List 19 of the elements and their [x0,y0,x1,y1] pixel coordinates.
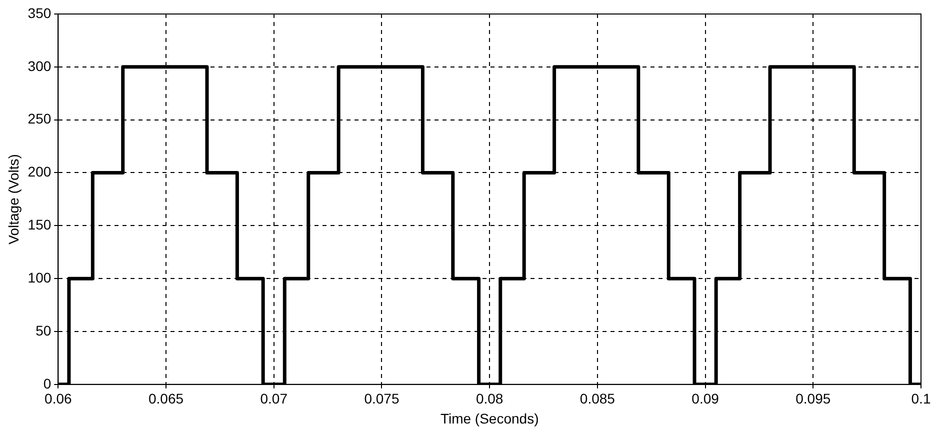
y-axis-title: Voltage (Volts) [5,154,22,244]
x-axis-title: Time (Seconds) [440,410,539,426]
y-tick-label: 300 [28,58,52,74]
y-tick-label: 350 [28,4,52,21]
x-tick-label: 0.06 [44,390,72,407]
y-tick-label: 200 [28,164,52,180]
x-tick-label: 0.075 [364,390,400,407]
y-tick-label: 0 [43,375,52,392]
x-tick-label: 0.1 [911,390,931,407]
x-tick-label: 0.095 [796,390,831,407]
x-tick-label: 0.09 [692,390,720,407]
y-tick-label: 100 [28,269,52,286]
y-tick-label: 150 [28,216,52,233]
y-tick-label: 50 [36,322,52,338]
x-tick-label: 0.085 [580,390,616,407]
x-tick-label: 0.07 [260,390,288,407]
x-tick-label: 0.08 [476,390,504,407]
x-tick-label: 0.065 [148,390,184,407]
y-tick-label: 250 [28,110,52,127]
